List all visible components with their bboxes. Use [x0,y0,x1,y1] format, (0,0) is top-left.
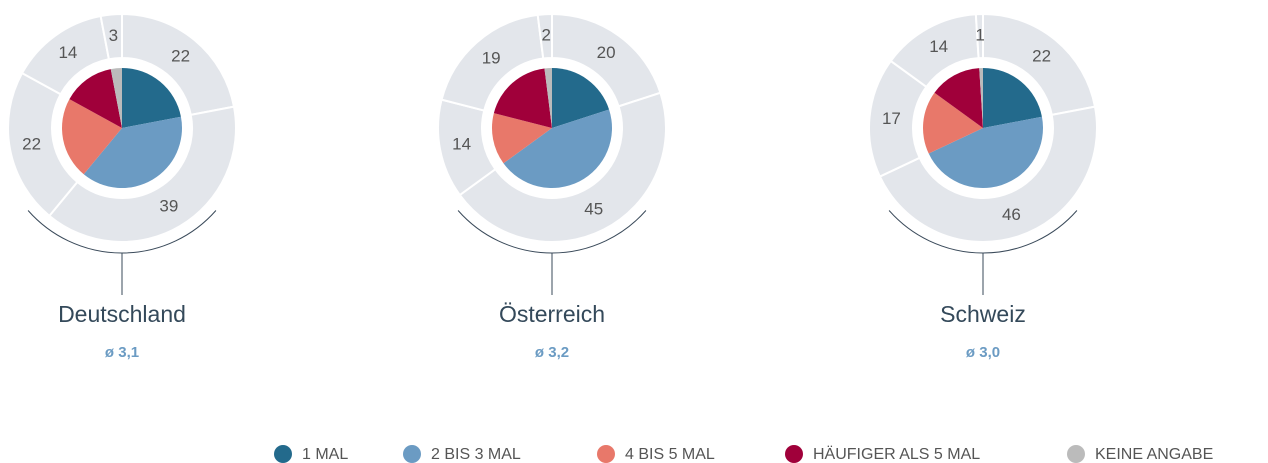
value-label: 46 [1002,205,1021,224]
outer-segment [878,105,1098,243]
value-label: 19 [482,48,501,67]
legend-label: 2 BIS 3 MAL [431,446,521,463]
legend-label: 4 BIS 5 MAL [625,446,715,463]
legend-label: HÄUFIGER ALS 5 MAL [813,445,980,463]
value-label: 17 [882,109,901,128]
pie-title: Deutschland [58,301,186,327]
bracket-arc [888,210,1078,254]
value-label: 1 [975,26,984,45]
pie-slice [110,68,122,128]
legend-swatch [403,445,421,463]
pie-slice [928,116,1043,189]
value-label: 14 [929,37,948,56]
bracket-arc [27,210,217,254]
pie-subtitle: ø 3,1 [105,344,139,361]
pie-slice [979,68,983,128]
pie-slice [923,92,983,154]
pie-slice [69,69,122,128]
legend-label: 1 MAL [302,446,348,463]
pie-slice [493,68,552,128]
pie-slice [983,68,1042,128]
value-label: 39 [159,197,178,216]
pie-slice [83,116,183,189]
pie-title: Schweiz [940,301,1026,327]
pie-slice [62,99,122,175]
outer-segment [47,105,237,243]
pie-slice [492,113,552,164]
value-label: 14 [58,43,77,62]
outer-segment [974,12,984,60]
pie-slice [544,68,552,128]
pie-title: Österreich [499,301,605,327]
legend-swatch [1067,445,1085,463]
value-label: 22 [22,135,41,154]
value-label: 45 [584,199,603,218]
value-label: 20 [597,43,616,62]
value-label: 3 [109,26,118,45]
pie-slice [934,68,983,128]
pie-slice [552,68,610,128]
pie-subtitle: ø 3,0 [966,344,1000,361]
value-label: 22 [1032,47,1051,66]
value-label: 14 [452,135,471,154]
value-label: 22 [171,47,190,66]
pie-subtitle: ø 3,2 [535,344,569,361]
outer-segment [536,12,553,60]
pie-slice [503,109,613,189]
legend-swatch [785,445,803,463]
bracket-arc [457,210,647,254]
legend-label: KEINE ANGABE [1095,446,1213,463]
pie-slice [122,68,181,128]
legend-swatch [597,445,615,463]
legend-swatch [274,445,292,463]
value-label: 2 [541,26,550,45]
outer-segment [99,12,123,61]
outer-segment [458,91,667,243]
